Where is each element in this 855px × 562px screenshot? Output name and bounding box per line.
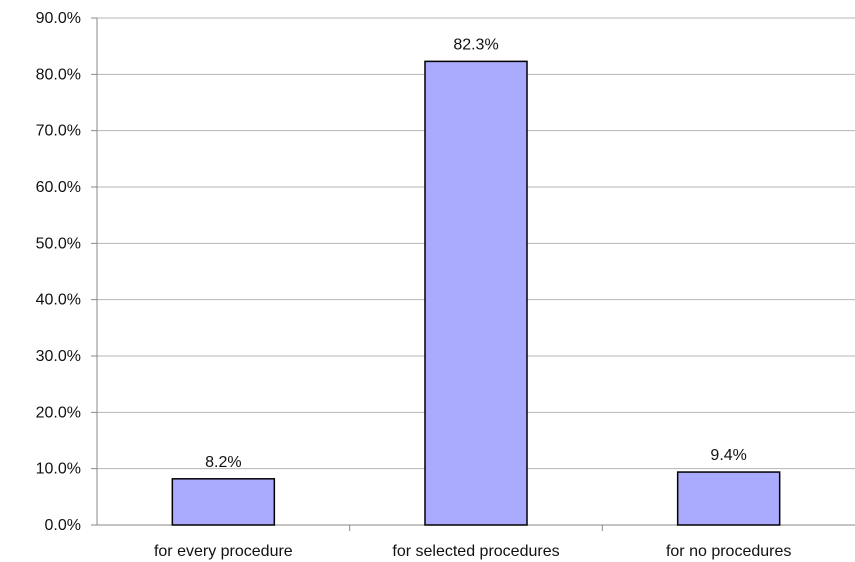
data-label: 82.3%: [453, 36, 498, 53]
y-tick-label: 30.0%: [36, 348, 81, 365]
y-tick-label: 60.0%: [36, 179, 81, 196]
x-category-label: for every procedure: [154, 543, 293, 560]
bar: [171, 478, 276, 526]
y-tick-label: 50.0%: [36, 235, 81, 252]
y-tick-label: 10.0%: [36, 461, 81, 478]
data-label: 8.2%: [205, 454, 241, 471]
x-category-label: for no procedures: [666, 543, 791, 560]
y-tick-label: 0.0%: [45, 517, 81, 534]
y-tick-label: 40.0%: [36, 292, 81, 309]
y-tick-label: 70.0%: [36, 123, 81, 140]
y-tick-label: 20.0%: [36, 404, 81, 421]
bar: [424, 60, 528, 526]
y-tick-label: 80.0%: [36, 66, 81, 83]
labels: 0.0% 10.0% 20.0% 30.0% 40.0% 50.0% 60.0% 70.0% 8…: [36, 10, 792, 560]
data-label: 9.4%: [710, 447, 746, 464]
bar: [676, 471, 781, 526]
x-category-label: for selected procedures: [392, 543, 559, 560]
bars: [171, 60, 781, 526]
y-tick-label: 90.0%: [36, 10, 81, 27]
